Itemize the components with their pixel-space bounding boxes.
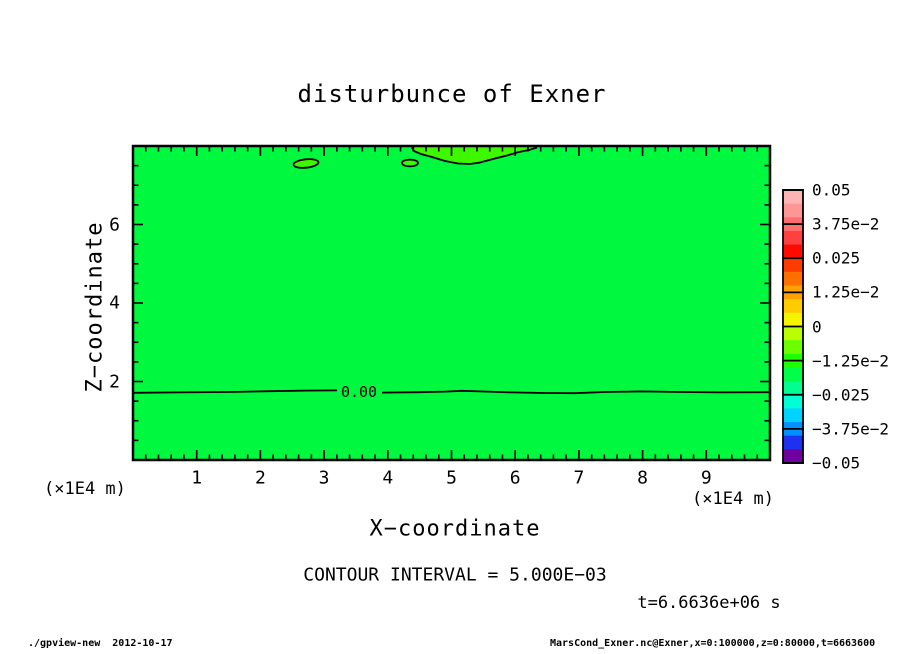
colorbar-segment (783, 449, 803, 464)
colorbar-segment (783, 190, 803, 205)
colorbar-segment (783, 203, 803, 218)
plot-frame (131, 144, 772, 462)
y-tick-label: 4 (109, 292, 120, 314)
colorbar-tick-label: 0 (812, 317, 822, 336)
x-tick-label: 8 (637, 467, 649, 489)
closed-contour-oval-2 (401, 158, 419, 168)
colorbar-segment (783, 381, 803, 396)
colorbar-tick-label: −0.025 (812, 385, 870, 405)
x-tick-label: 4 (382, 467, 394, 489)
zero-contour-label: 0.00 (339, 383, 379, 401)
positive-anomaly-contour (411, 146, 538, 165)
y-tick-label: 6 (109, 214, 120, 235)
x-tick-label: 9 (700, 467, 712, 489)
colorbar-segment (783, 408, 803, 423)
x-tick-label: 1 (191, 467, 203, 489)
colorbar-segment (783, 394, 803, 409)
x-tick-label: 3 (318, 467, 330, 489)
colorbar-tick-label: 0.05 (812, 180, 851, 200)
colorbar-segment (783, 230, 803, 246)
colorbar-segment (783, 258, 803, 273)
colorbar-tick-label: 0.025 (812, 248, 861, 268)
contour-interval-note: CONTOUR INTERVAL = 5.000E−03 (303, 564, 607, 586)
colorbar (782, 189, 804, 464)
x-tick-label: 6 (509, 467, 521, 489)
plot-area (133, 146, 770, 460)
footer-source-label: MarsCond_Exner.nc@Exner,x=0:100000,z=0:8… (550, 638, 876, 649)
time-label: t=6.6636e+06 s (637, 593, 781, 613)
closed-contour-oval-1 (292, 158, 320, 169)
colorbar-tick-label: −1.25e−2 (812, 351, 890, 371)
y-axis-unit-label: (×1E4 m) (44, 479, 126, 499)
y-tick-label: 2 (109, 371, 120, 392)
colorbar-segment (783, 435, 803, 450)
colorbar-segment (783, 244, 803, 259)
colorbar-segment (783, 312, 803, 327)
x-tick-label: 5 (446, 467, 457, 489)
figure-title: disturbunce of Exner (297, 80, 607, 108)
colorbar-segment (783, 299, 803, 314)
colorbar-tick-label: −0.05 (812, 453, 861, 473)
colorbar-segment (783, 340, 803, 355)
colorbar-segment (783, 326, 803, 341)
footer-command-label: ./gpview-new 2012-10-17 (28, 638, 173, 649)
zero-contour-line (132, 389, 771, 395)
colorbar-tick-label: 3.75e−2 (812, 214, 880, 234)
x-tick-label: 7 (573, 467, 585, 489)
x-tick-label: 2 (254, 467, 266, 489)
colorbar-segment (783, 367, 803, 382)
x-axis-unit-label: (×1E4 m) (692, 489, 774, 509)
colorbar-segment (783, 271, 803, 287)
colorbar-tick-label: −3.75e−2 (812, 419, 890, 439)
colorbar-tick-label: 1.25e−2 (812, 282, 880, 302)
x-axis-label: X−coordinate (369, 516, 541, 542)
